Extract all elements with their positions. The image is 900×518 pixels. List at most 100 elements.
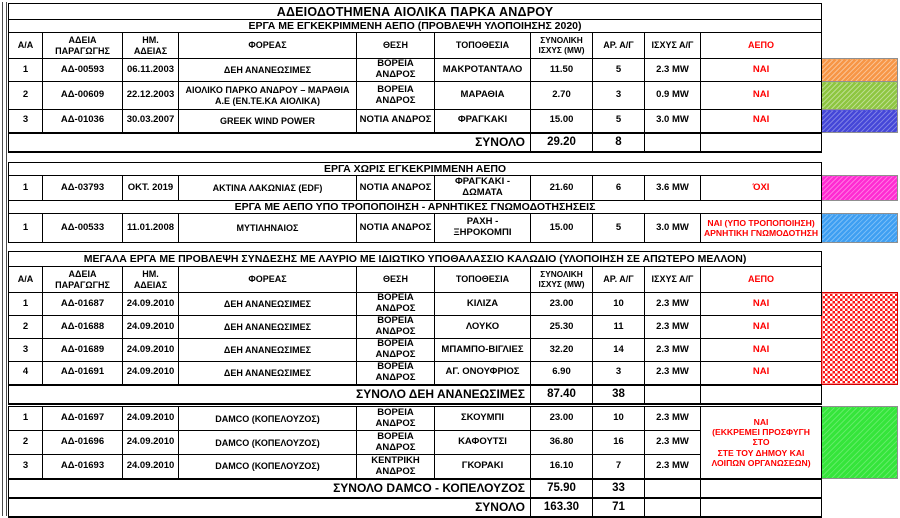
cell-area: ΝΟΤΙΑ ΑΝΔΡΟΣ [356,213,435,243]
column-header-aepo: ΑΕΠΟ [699,32,823,59]
swatch-column-gap [821,266,898,293]
legend-swatch-lightblue [821,213,899,243]
column-header-row: Α/Α ΑΔΕΙΑ ΠΑΡΑΓΩΓΗΣ ΗΜ. ΑΔΕΙΑΣ ΦΟΡΕΑΣ ΘΕΣΗ ΤΟ… [8,32,898,59]
column-header-location: ΤΟΠΟΘΕΣΙΑ [434,266,531,293]
swatch-column-gap [821,32,898,59]
column-header-turbines: ΑΡ. Α/Γ [592,266,645,293]
cell-turbines: 7 [592,454,645,480]
cell-aa: 3 [8,454,43,480]
legend-swatch-redcheck [821,291,899,386]
section-header-row: ΕΡΓΑ ΧΩΡΙΣ ΕΓΚΕΚΡΙΜΜΕΝΗ ΑΕΠΟ [7,162,898,176]
cell-location: ΜΑΚΡΟΤΑΝΤΑΛΟ [434,58,531,82]
cell-license: ΑΔ-01691 [42,360,123,386]
column-header-area: ΘΕΣΗ [356,266,435,293]
table-row: 1 ΑΔ-03793 ΟΚΤ. 2019 ΑΚΤΙΝΑ ΛΑΚΩΝΙΑΣ (EDF) Ν… [8,175,899,201]
section-header-lavrio-cable-dei: ΜΕΓΑΛΑ ΕΡΓΑ ΜΕ ΠΡΟΒΛΕΨΗ ΣΥΝΔΕΣΗΣ ΜΕ ΛΑΥΡ… [7,251,823,267]
cell-aepo: ΌΧΙ [699,175,823,201]
empty-cell [699,383,823,405]
legend-swatch-orange [821,58,899,82]
empty-cell [644,131,701,153]
cell-turbine_power: 2.3 MW [644,454,701,480]
cell-turbines: 5 [592,58,645,82]
cell-aa: 2 [8,81,43,110]
cell-license: ΑΔ-01697 [42,406,123,432]
cell-aa: 1 [8,58,43,82]
cell-area: ΒΟΡΕΙΑ ΑΝΔΡΟΣ [356,360,435,386]
table-row: 3 ΑΔ-01036 30.03.2007 GREEK WIND POWER ΝΟΤΙΑ… [8,109,899,133]
cell-total_mw: 23.00 [530,292,593,316]
sheet-left-edge-line [2,2,7,516]
total-row-dei-label: ΣΥΝΟΛΟ ΔΕΗ ΑΝΑΝΕΩΣΙΜΕΣ [8,383,531,405]
table-row: 1 ΑΔ-00593 06.11.2003 ΔΕΗ ΑΝΑΝΕΩΣΙΜΕΣ ΒΟΡΕΙΑ… [8,58,899,82]
cell-turbines: 10 [592,406,645,432]
cell-turbines: 6 [592,175,645,201]
cell-turbine_power: 2.3 MW [644,292,701,316]
empty-cell [644,496,701,518]
cell-turbine_power: 3.0 MW [644,213,701,243]
column-header-aa: Α/Α [8,32,43,59]
column-header-area: ΘΕΣΗ [356,32,435,59]
swatch-column-gap [821,497,898,517]
cell-aepo: ΝΑΙ [699,338,823,362]
total-row-approved-total-mw: 29.20 [530,131,593,153]
cell-aa: 1 [8,175,43,201]
cell-license: ΑΔ-00593 [42,58,123,82]
grand-total-row-total-mw: 163.30 [530,496,593,518]
cell-aa: 1 [8,406,43,432]
cell-location: ΓΚΟΡΑΚΙ [434,454,531,480]
cell-total_mw: 15.00 [530,213,593,243]
cell-date: 24.09.2010 [122,454,179,480]
cell-turbines: 14 [592,338,645,362]
cell-area: ΒΟΡΕΙΑ ΑΝΔΡΟΣ [356,430,435,456]
cell-license: ΑΔ-01689 [42,338,123,362]
swatch-column-gap [821,3,898,20]
grand-total-row-turbines: 71 [592,496,645,518]
cell-location: ΣΚΟΥΜΠΙ [434,406,531,432]
cell-date: 24.09.2010 [122,360,179,386]
aepo-text-line: (ΕΚΚΡΕΜΕΙ ΠΡΟΣΦΥΓΗ ΣΤΟ [712,427,810,448]
empty-cell [644,477,701,499]
cell-location: ΦΡΑΓΚΑΚΙ - ΔΩΜΑΤΑ [434,175,531,201]
column-header-turbines: ΑΡ. Α/Γ [592,32,645,59]
column-header-turbine_power: ΙΣΧΥΣ Α/Γ [644,32,701,59]
swatch-column-gap [821,251,898,267]
total-row-damco-turbines: 33 [592,477,645,499]
cell-location: ΑΓ. ΟΝΟΥΦΡΙΟΣ [434,360,531,386]
cell-aa: 1 [8,213,43,243]
cell-location: ΚΙΛΙΖΑ [434,292,531,316]
cell-location: ΦΡΑΓΚΑΚΙ [434,109,531,133]
cell-date: ΟΚΤ. 2019 [122,175,179,201]
total-row-damco-total-mw: 75.90 [530,477,593,499]
cell-turbine_power: 3.6 MW [644,175,701,201]
cell-aepo: ΝΑΙ [699,360,823,386]
table-row: 4 ΑΔ-01691 24.09.2010 ΔΕΗ ΑΝΑΝΕΩΣΙΜΕΣ ΒΟΡΕΙΑ… [8,360,898,386]
cell-turbines: 3 [592,81,645,110]
page-title: ΑΔΕΙΟΔΟΤΗΜΕΝΑ ΑΙΟΛΙΚΑ ΠΑΡΚΑ ΑΝΔΡΟΥ [7,3,823,20]
wind-parks-table: ΑΔΕΙΟΔΟΤΗΜΕΝΑ ΑΙΟΛΙΚΑ ΠΑΡΚΑ ΑΝΔΡΟΥ ΕΡΓΑ Μ… [7,3,899,518]
cell-operator: GREEK WIND POWER [178,109,357,133]
empty-cell [699,131,823,153]
cell-aepo: ΝΑΙ [699,292,823,316]
swatch-column-gap [821,132,898,152]
cell-aa: 2 [8,430,43,456]
table-row: 1 ΑΔ-01697 24.09.2010 DAMCO (ΚΟΠΕΛΟΥΖΟΣ) ΒΟΡ… [8,406,899,480]
cell-date: 30.03.2007 [122,109,179,133]
wind-parks-table-body: ΑΔΕΙΟΔΟΤΗΜΕΝΑ ΑΙΟΛΙΚΑ ΠΑΡΚΑ ΑΝΔΡΟΥ ΕΡΓΑ Μ… [7,3,899,518]
cell-turbine_power: 2.3 MW [644,430,701,456]
aepo-text-line: ΝΑΙ [753,416,769,427]
legend-swatch-blue [821,109,899,133]
section-header-row: ΜΕΓΑΛΑ ΕΡΓΑ ΜΕ ΠΡΟΒΛΕΨΗ ΣΥΝΔΕΣΗΣ ΜΕ ΛΑΥΡ… [7,251,898,267]
cell-date: 24.09.2010 [122,338,179,362]
cell-turbine_power: 2.3 MW [644,58,701,82]
cell-location: ΜΑΡΑΘΙΑ [434,81,531,110]
cell-location: ΛΟΥΚΟ [434,315,531,339]
cell-area: ΒΟΡΕΙΑ ΑΝΔΡΟΣ [356,338,435,362]
total-row-damco-label: ΣΥΝΟΛΟ DAMCO - ΚΟΠΕΛΟΥΖΟΣ [8,477,531,499]
legend-swatch-greensolid [821,406,899,480]
column-header-license: ΑΔΕΙΑ ΠΑΡΑΓΩΓΗΣ [42,32,123,59]
cell-total_mw: 16.10 [530,454,593,480]
table-row: 3 ΑΔ-01693 24.09.2010 DAMCO (ΚΟΠΕΛΟΥΖΟΣ) ΚΕΝ… [8,454,898,480]
cell-operator: ΑΚΤΙΝΑ ΛΑΚΩΝΙΑΣ (EDF) [178,175,357,201]
cell-aa: 3 [8,109,43,133]
